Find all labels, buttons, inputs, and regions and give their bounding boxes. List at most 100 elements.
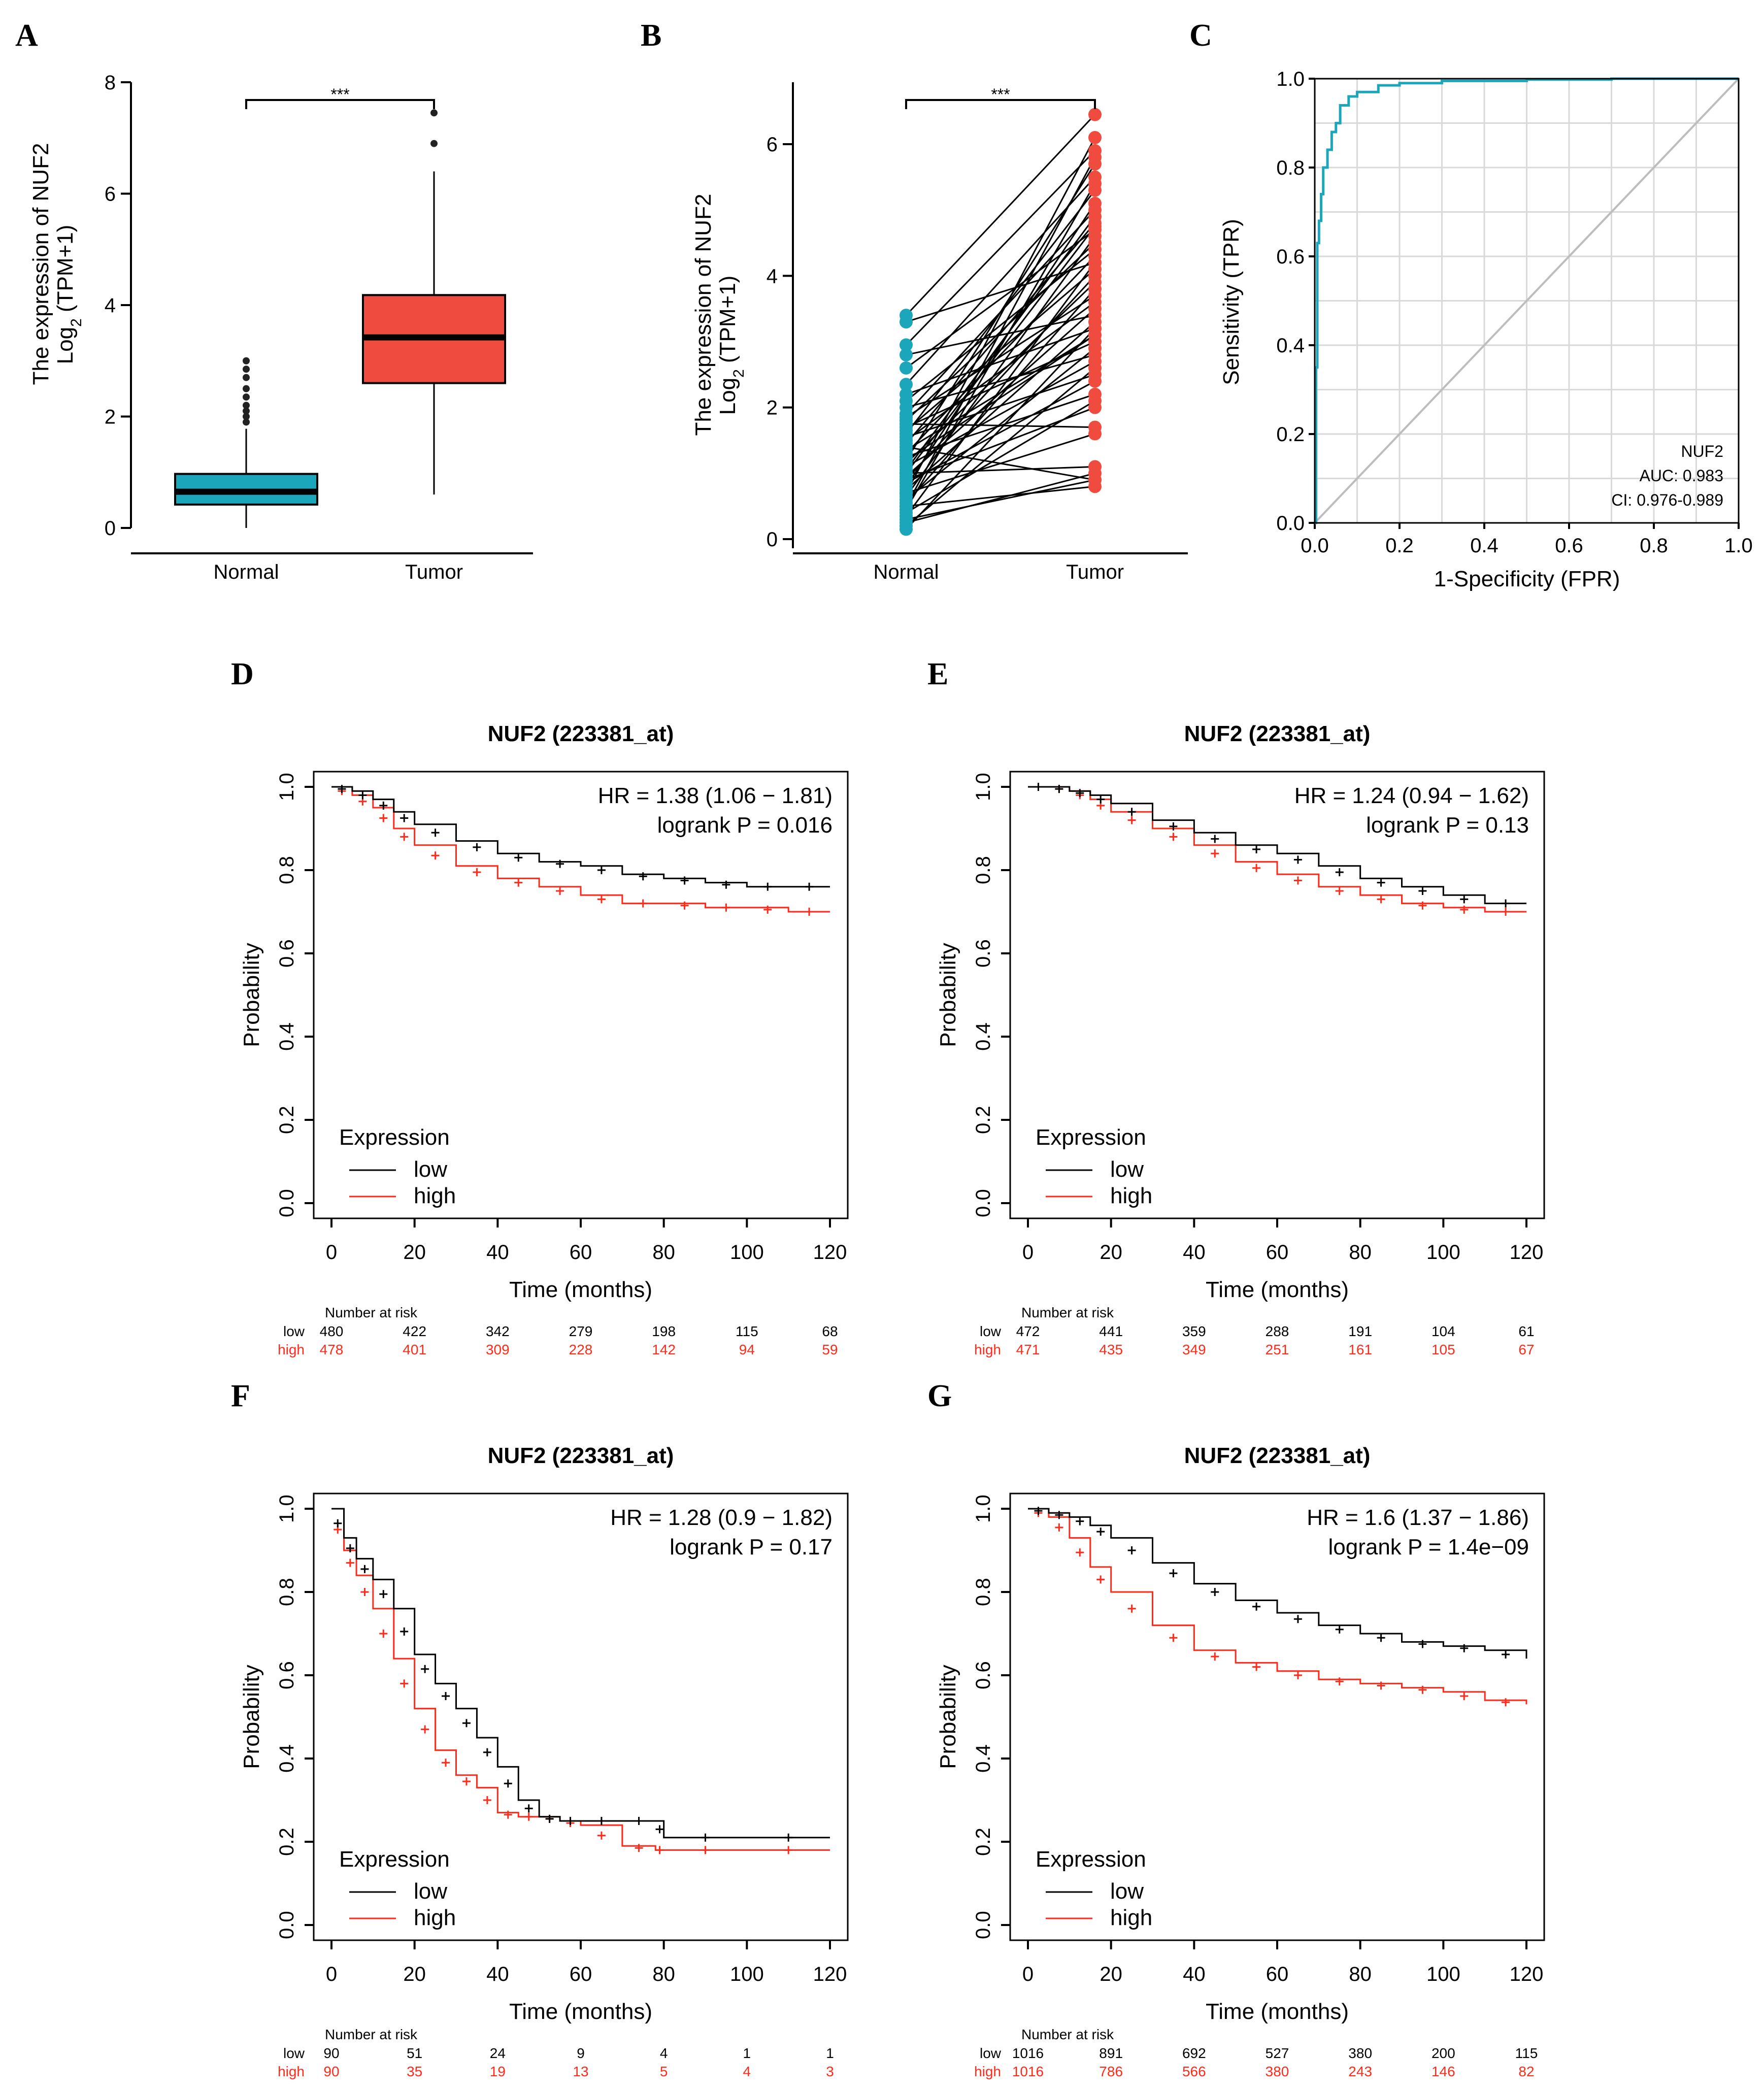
panel-c-ytick-label: 0.8 (1276, 157, 1305, 179)
panel-g: G NUF2 (223381_at) 0.0 0.2 0.4 0.6 0.8 1.0 Proba… (927, 1379, 1545, 2079)
paired-line (905, 137, 1096, 493)
normal-point (900, 453, 913, 467)
km-hazard-ratio: HR = 1.28 (0.9 − 1.82) (610, 1505, 833, 1530)
paired-line (905, 226, 1096, 474)
km-censor-high (379, 814, 388, 822)
km-legend-title: Expression (1036, 1847, 1146, 1872)
km-xtick-label: 20 (403, 1963, 426, 1985)
km-ytick-label: 0.8 (276, 856, 298, 884)
panel-c-ytick-label: 0.6 (1276, 246, 1305, 268)
km-censor-high (639, 899, 647, 908)
km-xtick-label: 120 (1510, 1963, 1544, 1985)
km-risk-low-value: 115 (736, 1323, 758, 1339)
panel-b-ylabel-line2: Log2 (TPM+1) (715, 276, 747, 415)
panel-e: E NUF2 (223381_at) 0.0 0.2 0.4 0.6 0.8 1.0 Proba… (927, 657, 1545, 1357)
box-outlier (243, 393, 250, 401)
km-legend-low-label: low (414, 1879, 447, 1904)
km-curve-high (331, 786, 830, 913)
panel-c: C Sensitivity (TPR) 1-Specificity (FPR) … (1189, 18, 1753, 591)
km-ytick-label: 1.0 (972, 773, 994, 801)
panel-c-ytick-label: 1.0 (1276, 68, 1305, 90)
km-censor-high (597, 1831, 606, 1840)
km-risk-low-value: 198 (652, 1323, 676, 1339)
km-risk-high-value: 401 (403, 1342, 426, 1357)
km-censor-high (805, 908, 814, 916)
km-censor-high (524, 1812, 533, 1821)
km-xtick-label: 40 (486, 1241, 509, 1264)
tumor-point (1088, 289, 1102, 303)
km-risk-low-value: 191 (1348, 1323, 1372, 1339)
km-censor-low (1211, 835, 1219, 843)
km-censor-low (421, 1665, 429, 1673)
paired-line (905, 262, 1096, 517)
km-logrank-p: logrank P = 0.016 (657, 813, 833, 838)
km-censor-high (1211, 849, 1219, 858)
km-xtick-label: 20 (1100, 1963, 1122, 1985)
km-curve-low (331, 786, 830, 888)
paired-line (906, 367, 1095, 527)
km-risk-title: Number at risk (1021, 2027, 1114, 2042)
km-censor-high (431, 851, 440, 860)
km-censor-low (483, 1748, 491, 1756)
km-curve-low (1028, 1508, 1527, 1659)
paired-line (905, 328, 1096, 530)
km-risk-high-value: 349 (1182, 1342, 1206, 1357)
paired-line (905, 114, 1096, 316)
km-ytick-label: 0.2 (276, 1106, 298, 1134)
panel-a-ytick-label: 6 (105, 183, 116, 206)
km-risk-high-value: 1016 (1012, 2064, 1044, 2079)
km-censor-low (545, 1814, 554, 1823)
km-ytick-label: 0.2 (972, 1828, 994, 1856)
km-censor-high (597, 895, 606, 904)
km-xtick-label: 60 (570, 1963, 592, 1985)
km-censor-low (504, 1779, 512, 1788)
km-risk-high-value: 59 (822, 1342, 838, 1357)
km-logrank-p: logrank P = 1.4e−09 (1328, 1535, 1529, 1560)
box-outlier (430, 109, 438, 117)
tumor-point (1088, 420, 1102, 434)
km-xtick-label: 120 (813, 1241, 847, 1264)
km-censor-low (358, 791, 367, 800)
km-censor-low (1335, 868, 1344, 877)
tumor-point (1088, 460, 1102, 474)
km-ytick-label: 0.8 (276, 1578, 298, 1606)
km-censor-low (1502, 1650, 1510, 1658)
km-ytick-label: 0.0 (276, 1189, 298, 1217)
km-censor-low (1460, 895, 1469, 904)
km-censor-low (1293, 1615, 1302, 1623)
km-censor-high (514, 878, 523, 887)
km-risk-high-value: 13 (573, 2064, 588, 2079)
tumor-point (1088, 183, 1102, 197)
km-censor-high (784, 1846, 793, 1854)
km-censor-low (514, 853, 523, 862)
panel-a-sig-label: *** (330, 85, 349, 104)
km-legend-title: Expression (339, 1125, 450, 1150)
km-hazard-ratio: HR = 1.24 (0.94 − 1.62) (1294, 783, 1529, 808)
km-censor-low (1127, 808, 1136, 816)
km-censor-low (1034, 1507, 1043, 1515)
km-frame (313, 771, 849, 1219)
km-risk-low-value: 441 (1099, 1323, 1123, 1339)
km-censor-low (566, 1817, 575, 1825)
km-risk-low-value: 380 (1348, 2045, 1372, 2061)
km-risk-low-value: 4 (660, 2045, 668, 2061)
km-risk-low-value: 359 (1182, 1323, 1206, 1339)
km-censor-low (400, 1627, 409, 1636)
km-risk-high-value: 309 (486, 1342, 510, 1357)
km-risk-title: Number at risk (1021, 1305, 1114, 1320)
km-censor-high (1460, 905, 1469, 914)
panel-d: D NUF2 (223381_at) 0.0 0.2 0.4 0.6 0.8 1.0 Proba… (231, 657, 849, 1357)
km-risk-low-value: 480 (320, 1323, 344, 1339)
km-legend-high-label: high (1110, 1905, 1152, 1930)
panel-c-auc: AUC: 0.983 (1640, 467, 1723, 485)
panel-a-xtick-normal: Normal (214, 561, 279, 583)
km-risk-high-value: 566 (1182, 2064, 1206, 2079)
paired-line (906, 472, 1095, 524)
km-censor-high (400, 1679, 409, 1688)
tumor-point (1088, 150, 1102, 164)
km-censor-high (473, 868, 481, 877)
km-censor-low (338, 785, 346, 793)
km-risk-low-value: 61 (1518, 1323, 1534, 1339)
km-ytick-label: 0.6 (276, 939, 298, 968)
